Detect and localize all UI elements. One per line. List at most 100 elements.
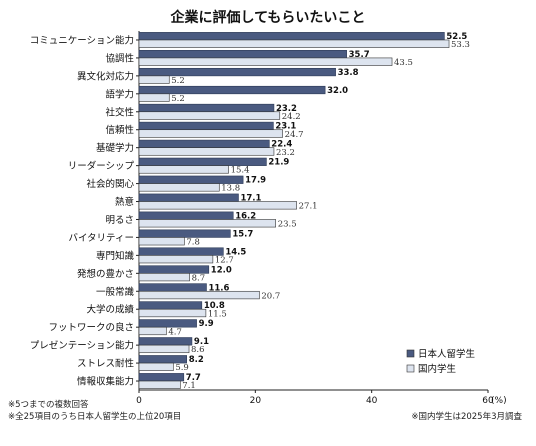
data-label-domestic-students: 5.9 [175, 363, 189, 373]
bar-japanese-students [138, 193, 239, 202]
bar-japanese-students [138, 355, 187, 364]
x-tick-label: 0 [136, 396, 142, 406]
x-unit-label: (%) [491, 396, 507, 406]
data-label-domestic-students: 7.8 [186, 238, 200, 248]
data-label-japanese-students: 16.2 [235, 211, 256, 221]
data-label-japanese-students: 10.8 [204, 301, 225, 311]
bar-japanese-students [138, 265, 210, 274]
bar-domestic-students [138, 362, 174, 371]
bar-domestic-students [138, 290, 260, 300]
data-label-japanese-students: 8.2 [189, 355, 204, 365]
data-label-domestic-students: 23.5 [278, 220, 297, 230]
data-label-japanese-students: 11.6 [208, 283, 229, 293]
data-label-domestic-students: 27.1 [299, 202, 318, 212]
data-label-domestic-students: 5.2 [171, 94, 185, 104]
bar-japanese-students [138, 67, 336, 77]
bar-domestic-students [138, 255, 214, 264]
category-label: 語学力 [105, 88, 134, 100]
category-label: 大学の成績 [86, 304, 134, 316]
category-label: フットワークの良さ [48, 322, 134, 334]
category-label: リーダーシップ [68, 160, 135, 172]
data-label-japanese-students: 9.1 [194, 337, 209, 347]
bar-domestic-students [138, 183, 220, 192]
data-label-japanese-students: 21.9 [268, 158, 289, 168]
data-label-japanese-students: 23.2 [276, 104, 297, 114]
bar-domestic-students [138, 111, 281, 120]
x-tick-label: 40 [366, 396, 378, 406]
x-tick-label: 60 [482, 396, 494, 406]
footnote-top-20: ※全25項目のうち日本人留学生の上位20項目 [8, 412, 182, 422]
category-label: 基礎学力 [96, 142, 134, 154]
legend-label-domestic-students: 国内学生 [418, 363, 457, 375]
data-label-domestic-students: 20.7 [261, 291, 280, 301]
bar-domestic-students [138, 201, 297, 210]
category-label: 専門知識 [96, 250, 135, 262]
bar-domestic-students [138, 380, 181, 389]
bar-japanese-students [138, 139, 270, 148]
data-label-japanese-students: 14.5 [225, 247, 246, 257]
bar-japanese-students [138, 211, 234, 220]
bar-domestic-students [138, 273, 190, 282]
data-label-domestic-students: 11.5 [208, 309, 227, 319]
category-label: バイタリティー [68, 233, 134, 244]
data-label-japanese-students: 9.9 [199, 319, 214, 329]
bar-domestic-students [138, 344, 190, 354]
bar-japanese-students [138, 103, 275, 113]
legend-swatch-japanese-students [406, 349, 415, 358]
category-label: ストレス耐性 [77, 358, 135, 370]
category-label: プレゼンテーション能力 [30, 340, 134, 352]
bar-domestic-students [138, 326, 167, 336]
data-label-japanese-students: 32.0 [327, 86, 348, 96]
category-label: 社交性 [105, 106, 134, 118]
data-label-japanese-students: 22.4 [271, 140, 292, 150]
data-label-domestic-students: 24.2 [282, 112, 301, 122]
data-label-japanese-students: 52.5 [446, 32, 467, 42]
chart-title: 企業に評価してもらいたいこと [170, 9, 366, 26]
category-label: 協調性 [105, 52, 134, 64]
bar-domestic-students [138, 93, 170, 102]
data-label-japanese-students: 17.9 [245, 176, 266, 186]
data-label-domestic-students: 13.8 [221, 184, 240, 194]
data-label-japanese-students: 12.0 [211, 265, 232, 275]
bar-domestic-students [138, 219, 276, 228]
category-label: コミュニケーション能力 [30, 34, 134, 46]
footnote-multiple-answers: ※5つまでの複数回答 [8, 400, 89, 410]
category-label: 発想の豊かさ [77, 268, 134, 280]
bar-domestic-students [138, 165, 229, 174]
x-tick-label: 20 [250, 396, 262, 406]
data-label-domestic-students: 7.1 [182, 381, 196, 391]
data-label-japanese-students: 7.7 [186, 373, 201, 383]
bar-japanese-students [138, 121, 274, 131]
data-label-domestic-students: 43.5 [394, 58, 413, 68]
category-label: 信頼性 [105, 124, 134, 136]
data-label-japanese-students: 23.1 [275, 122, 296, 132]
bar-japanese-students [138, 337, 193, 346]
bar-japanese-students [138, 373, 185, 382]
data-label-japanese-students: 17.1 [240, 194, 261, 204]
bar-domestic-students [138, 237, 185, 246]
data-label-domestic-students: 5.2 [171, 76, 185, 86]
bar-domestic-students [138, 147, 275, 156]
data-label-domestic-students: 53.3 [451, 40, 470, 50]
footnote-survey-date: ※国内学生は2025年3月調査 [411, 412, 522, 422]
data-label-domestic-students: 8.6 [191, 345, 205, 355]
category-label: 明るさ [105, 215, 134, 226]
bar-japanese-students [138, 247, 224, 256]
bar-japanese-students [138, 301, 203, 310]
bar-japanese-students [138, 175, 244, 184]
bar-domestic-students [138, 57, 393, 66]
data-label-japanese-students: 35.7 [349, 50, 370, 60]
data-label-japanese-students: 33.8 [338, 68, 359, 78]
bar-domestic-students [138, 308, 207, 318]
bar-japanese-students [138, 32, 445, 41]
category-label: 一般常識 [96, 286, 135, 298]
data-label-domestic-students: 15.4 [231, 166, 250, 176]
legend-label-japanese-students: 日本人留学生 [418, 348, 476, 360]
bar-japanese-students [138, 283, 207, 292]
bar-japanese-students [138, 157, 267, 166]
data-label-domestic-students: 4.7 [168, 327, 182, 337]
bar-japanese-students [138, 85, 326, 95]
bar-japanese-students [138, 229, 231, 238]
category-label: 熱意 [115, 196, 134, 208]
